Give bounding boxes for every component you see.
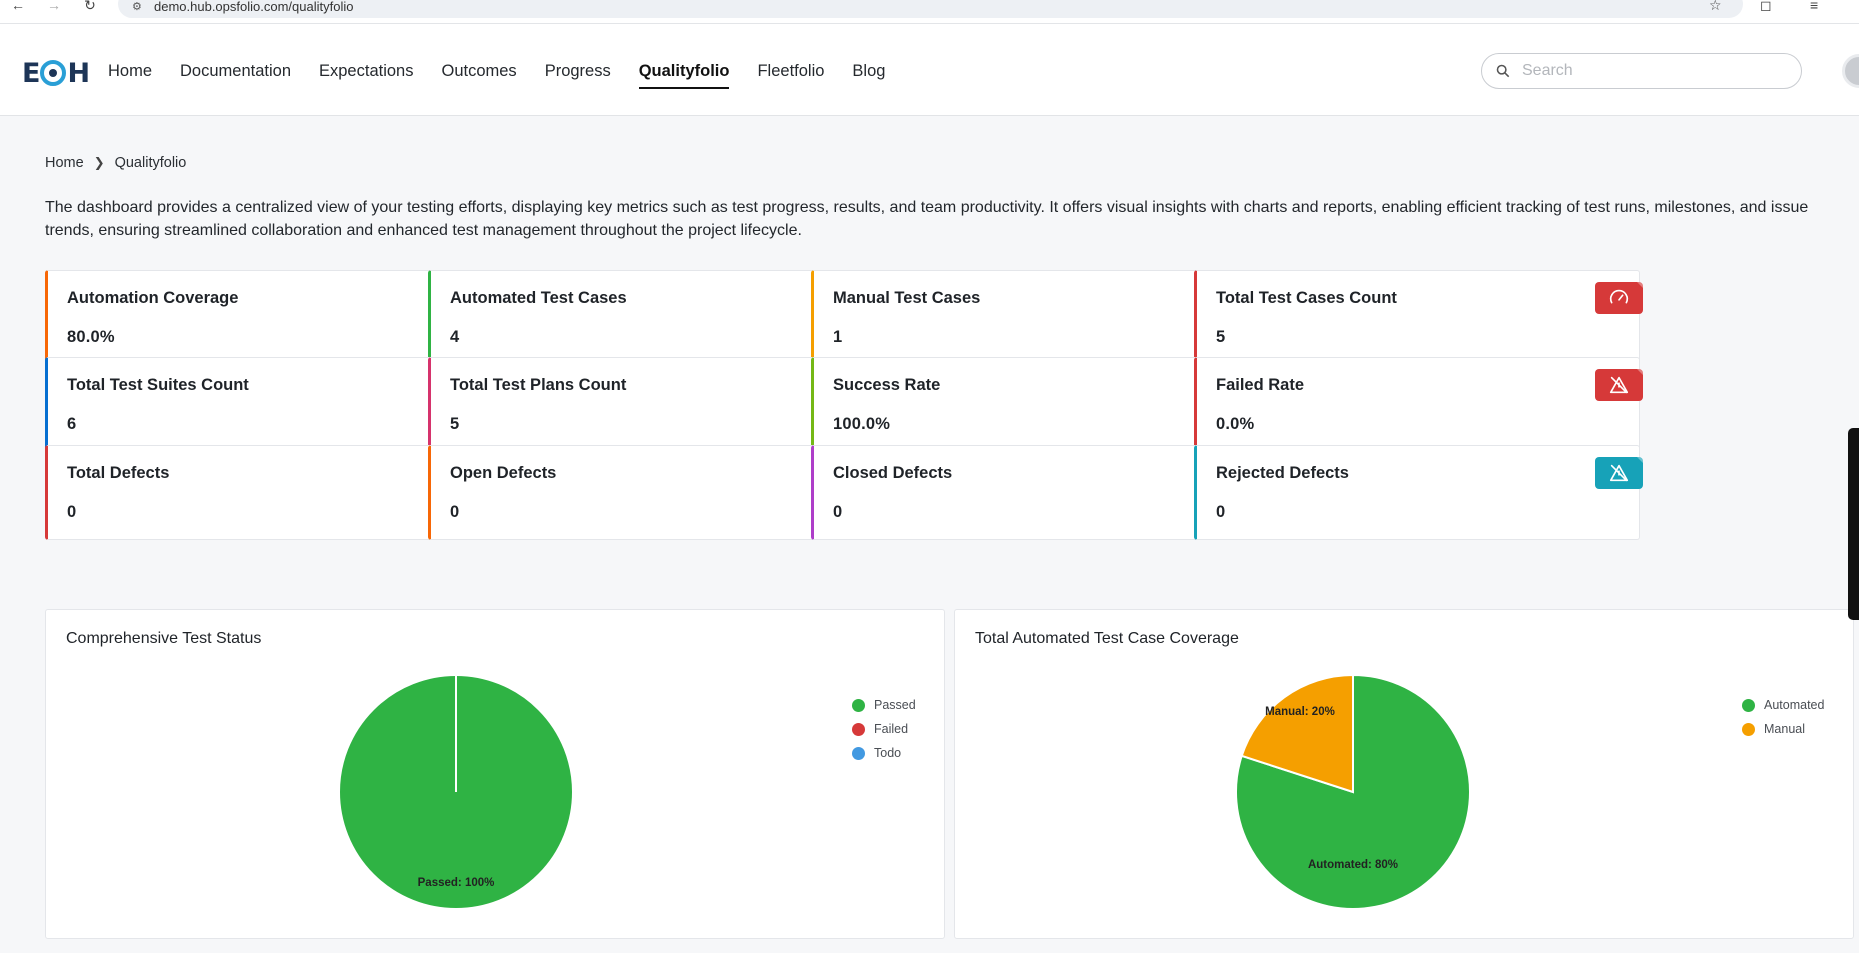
gauge-icon xyxy=(1595,282,1643,314)
legend-label: Automated xyxy=(1764,698,1825,712)
legend-label: Passed xyxy=(874,698,916,712)
metric-card-rejected-defects: Rejected Defects 0 xyxy=(1194,445,1643,540)
side-scroll-handle[interactable] xyxy=(1848,428,1859,620)
forward-icon[interactable]: → xyxy=(47,0,61,13)
back-icon[interactable]: ← xyxy=(11,0,25,13)
url-text[interactable]: demo.hub.opsfolio.com/qualityfolio xyxy=(154,0,354,14)
nav-home[interactable]: Home xyxy=(108,62,153,80)
card-value: 100.0% xyxy=(833,415,891,433)
nav-documentation[interactable]: Documentation xyxy=(180,62,291,80)
pie-chart-test-status: Passed: 100% xyxy=(338,674,574,910)
metric-card-automated-test-cases: Automated Test Cases 4 xyxy=(428,270,877,365)
legend-item-failed[interactable]: Failed xyxy=(852,717,916,741)
chart-title: Comprehensive Test Status xyxy=(66,630,262,647)
card-title: Closed Defects xyxy=(833,464,953,482)
chart-legend: Automated Manual xyxy=(1742,693,1824,741)
nav-qualityfolio[interactable]: Qualityfolio xyxy=(638,62,730,89)
pie-slice-label: Passed: 100% xyxy=(418,877,495,889)
extensions-icon[interactable]: ◻ xyxy=(1760,0,1772,13)
metric-card-total-test-suites-count: Total Test Suites Count 6 xyxy=(45,357,494,452)
nav-expectations[interactable]: Expectations xyxy=(319,62,414,80)
reload-icon[interactable]: ↻ xyxy=(84,0,96,13)
metric-card-success-rate: Success Rate 100.0% xyxy=(811,357,1260,452)
metric-card-failed-rate: Failed Rate 0.0% xyxy=(1194,357,1643,452)
avatar[interactable] xyxy=(1842,54,1859,88)
card-value: 0 xyxy=(67,503,77,521)
nav-progress[interactable]: Progress xyxy=(544,62,611,80)
legend-dot xyxy=(1742,698,1755,712)
search-icon xyxy=(1496,64,1510,78)
legend-dot xyxy=(852,722,865,736)
card-value: 80.0% xyxy=(67,328,115,346)
chevron-right-icon: ❯ xyxy=(93,155,105,170)
pie-slice-label: Automated: 80% xyxy=(1308,859,1398,871)
pie-chart-automation-coverage: Automated: 80% Manual: 20% xyxy=(1235,673,1471,910)
card-title: Manual Test Cases xyxy=(833,289,981,307)
site-info-icon[interactable]: ⚙ xyxy=(132,1,142,13)
card-title: Automated Test Cases xyxy=(450,289,627,307)
breadcrumb-current: Qualityfolio xyxy=(114,155,187,171)
metric-card-open-defects: Open Defects 0 xyxy=(428,445,877,540)
card-value: 5 xyxy=(1216,328,1226,346)
bookmark-star-icon[interactable]: ☆ xyxy=(1709,0,1722,13)
card-value: 4 xyxy=(450,328,460,346)
chart-panel-test-status: Comprehensive Test Status Passed: 100% P… xyxy=(45,609,945,939)
card-value: 0 xyxy=(1216,503,1226,521)
nav-fleetfolio[interactable]: Fleetfolio xyxy=(757,62,825,80)
pie-slice-manual[interactable] xyxy=(1240,673,1354,794)
breadcrumb-home[interactable]: Home xyxy=(45,155,84,171)
metric-card-total-test-cases-count: Total Test Cases Count 5 xyxy=(1194,270,1643,365)
browser-toolbar: ← → ↻ ⚙ demo.hub.opsfolio.com/qualityfol… xyxy=(0,0,1859,24)
card-value: 0 xyxy=(450,503,460,521)
chart-panel-automation-coverage: Total Automated Test Case Coverage Autom… xyxy=(954,609,1854,939)
card-value: 1 xyxy=(833,328,843,346)
card-title: Total Test Cases Count xyxy=(1216,289,1397,307)
legend-dot xyxy=(852,746,865,760)
card-value: 5 xyxy=(450,415,460,433)
card-title: Total Test Plans Count xyxy=(450,376,627,394)
chart-title: Total Automated Test Case Coverage xyxy=(975,630,1239,647)
card-title: Success Rate xyxy=(833,376,941,394)
legend-item-todo[interactable]: Todo xyxy=(852,741,916,765)
chart-legend: Passed Failed Todo xyxy=(852,693,916,765)
card-title: Open Defects xyxy=(450,464,557,482)
card-title: Failed Rate xyxy=(1216,376,1305,394)
card-value: 6 xyxy=(67,415,77,433)
legend-label: Todo xyxy=(874,746,902,760)
alert-off-icon xyxy=(1595,369,1643,401)
breadcrumb: Home ❯ Qualityfolio xyxy=(45,155,186,171)
legend-dot xyxy=(1742,722,1755,736)
legend-label: Failed xyxy=(874,722,909,736)
metric-card-automation-coverage: Automation Coverage 80.0% xyxy=(45,270,494,365)
card-title: Rejected Defects xyxy=(1216,464,1349,482)
card-value: 0.0% xyxy=(1216,415,1255,433)
search-box[interactable] xyxy=(1481,53,1802,89)
metric-card-closed-defects: Closed Defects 0 xyxy=(811,445,1260,540)
card-title: Total Test Suites Count xyxy=(67,376,249,394)
alert-off-icon xyxy=(1595,457,1643,489)
nav-blog[interactable]: Blog xyxy=(852,62,886,80)
legend-label: Manual xyxy=(1764,722,1805,736)
page-description: The dashboard provides a centralized vie… xyxy=(45,199,1809,239)
metric-card-total-test-plans-count: Total Test Plans Count 5 xyxy=(428,357,877,452)
metric-card-total-defects: Total Defects 0 xyxy=(45,445,494,540)
pie-slice-label: Manual: 20% xyxy=(1265,706,1335,718)
pie-slice-automated[interactable] xyxy=(1235,673,1471,910)
card-value: 0 xyxy=(833,503,843,521)
search-input[interactable] xyxy=(1522,62,1772,80)
legend-dot xyxy=(852,698,865,712)
legend-item-automated[interactable]: Automated xyxy=(1742,693,1824,717)
legend-item-passed[interactable]: Passed xyxy=(852,693,916,717)
card-title: Total Defects xyxy=(67,464,170,482)
nav-links: Home Documentation Expectations Outcomes… xyxy=(108,62,913,89)
card-title: Automation Coverage xyxy=(67,289,239,307)
media-icon[interactable]: ≡ xyxy=(1810,0,1819,13)
metric-card-manual-test-cases: Manual Test Cases 1 xyxy=(811,270,1260,365)
address-bar[interactable] xyxy=(118,0,1743,18)
nav-outcomes[interactable]: Outcomes xyxy=(441,62,517,80)
legend-item-manual[interactable]: Manual xyxy=(1742,717,1824,741)
